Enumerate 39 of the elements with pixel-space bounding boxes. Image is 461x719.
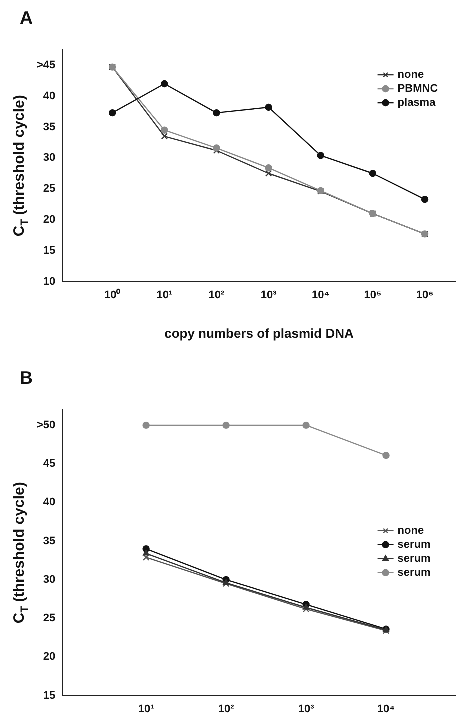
legend-label: none [398,524,424,537]
y-tick-label: 40 [43,496,56,509]
legend-label: serum [398,538,432,551]
y-tick-label: 25 [43,183,56,196]
x-tick-label: 10² [218,703,235,716]
x-tick-label: 10⁰ [104,288,121,302]
legend-label: serum [398,566,432,579]
x-tick-label: 10⁴ [312,289,330,302]
y-tick-label: 30 [43,152,56,164]
x-tick-label: 10² [208,289,226,302]
chart-title: A [20,8,33,28]
y-tick-label: >50 [36,419,56,432]
y-tick-label: >45 [36,59,56,72]
y-tick-label: 35 [43,121,56,134]
x-tick-label: 10¹ [156,289,173,302]
legend-label: serum [398,552,432,565]
legend-label: none [398,69,424,82]
y-tick-label: 20 [43,651,56,664]
y-tick-label: 15 [43,690,56,702]
y-tick-label: 20 [43,214,56,226]
x-tick-label: 10³ [260,289,278,302]
x-tick-label: 10¹ [138,703,155,716]
x-tick-label: 10⁵ [364,289,382,302]
x-tick-label: 10³ [298,703,315,716]
chart-title: B [20,368,33,388]
y-axis-title: CT (threshold cycle) [11,482,31,624]
legend-label: plasma [398,97,437,110]
y-tick-label: 30 [43,574,56,586]
y-axis-title: CT (threshold cycle) [11,95,31,237]
y-tick-label: 35 [43,535,56,548]
y-tick-label: 40 [43,90,56,102]
y-tick-label: 10 [43,276,56,288]
x-axis-title: copy numbers of plasmid DNA [164,326,354,341]
y-tick-label: 45 [43,458,56,470]
x-tick-label: 10⁶ [416,289,434,302]
x-tick-label: 10⁴ [377,703,396,716]
legend-label: PBMNC [398,83,438,96]
y-tick-label: 15 [43,244,56,257]
y-tick-label: 25 [43,612,56,625]
